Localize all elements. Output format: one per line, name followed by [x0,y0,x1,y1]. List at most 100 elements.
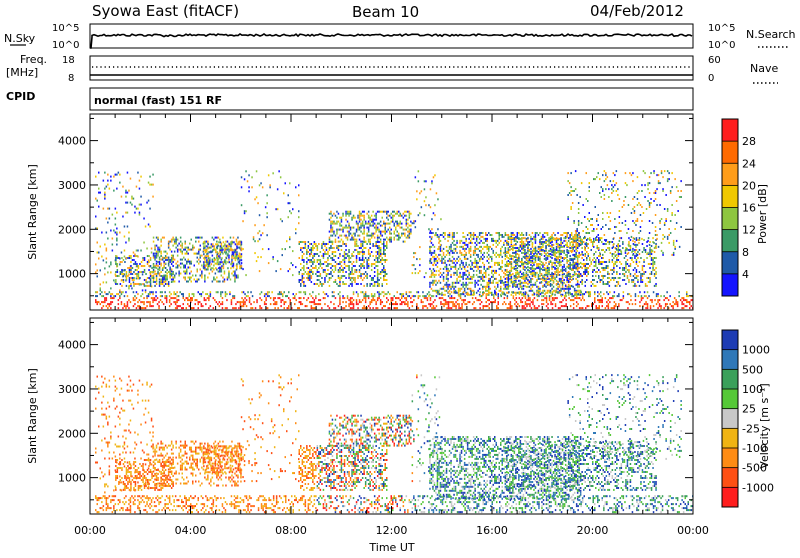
heatmap-cell [190,299,192,301]
heatmap-cell [188,261,190,263]
heatmap-cell [339,261,341,263]
heatmap-cell [151,291,153,293]
heatmap-cell [175,297,177,299]
heatmap-cell [622,241,624,243]
heatmap-cell [615,261,617,263]
heatmap-cell [440,240,442,242]
heatmap-cell [107,222,109,224]
heatmap-cell [222,303,224,305]
heatmap-cell [324,245,326,247]
heatmap-cell [122,216,124,218]
heatmap-cell [443,272,445,274]
heatmap-cell [101,307,103,309]
heatmap-cell [321,245,323,247]
heatmap-cell [515,284,517,286]
heatmap-cell [573,222,575,224]
heatmap-cell [416,198,418,200]
heatmap-cell [377,279,379,281]
heatmap-cell [514,275,516,277]
heatmap-cell [356,223,358,225]
heatmap-cell [317,247,319,249]
heatmap-cell [577,247,579,249]
heatmap-cell [371,237,373,239]
heatmap-cell [651,271,653,273]
heatmap-cell [577,267,579,269]
heatmap-cell [568,278,570,280]
heatmap-cell [532,272,534,274]
heatmap-cell [554,267,556,269]
heatmap-cell [363,277,365,279]
heatmap-cell [624,279,626,281]
freq-right-tick-top: 60 [708,55,721,66]
heatmap-cell [238,301,240,303]
heatmap-cell [455,248,457,250]
heatmap-cell [578,254,580,256]
heatmap-cell [609,243,611,245]
heatmap-cell [330,271,332,273]
heatmap-cell [375,265,377,267]
heatmap-cell [533,262,535,264]
heatmap-cell [538,274,540,276]
heatmap-cell [226,299,228,301]
heatmap-cell [154,245,156,247]
heatmap-cell [624,257,626,259]
heatmap-cell [377,223,379,225]
heatmap-cell [128,299,130,301]
heatmap-cell [238,241,240,243]
heatmap-cell [106,305,108,307]
heatmap-cell [619,230,621,232]
heatmap-cell [377,261,379,263]
heatmap-cell [338,269,340,271]
heatmap-cell [572,242,574,244]
heatmap-cell [572,261,574,263]
heatmap-cell [496,270,498,272]
heatmap-cell [550,242,552,244]
heatmap-cell [452,238,454,240]
heatmap-cell [541,241,543,243]
heatmap-cell [333,233,335,235]
heatmap-cell [542,246,544,248]
heatmap-cell [459,266,461,268]
heatmap-cell [547,281,549,283]
heatmap-cell [533,272,535,274]
heatmap-cell [515,238,517,240]
heatmap-cell [378,229,380,231]
heatmap-cell [596,176,598,178]
heatmap-cell [612,241,614,243]
heatmap-cell [642,265,644,267]
heatmap-cell [482,248,484,250]
heatmap-cell [149,291,151,293]
heatmap-cell [198,251,200,253]
heatmap-cell [206,259,208,261]
heatmap-cell [186,281,188,283]
heatmap-cell [455,260,457,262]
heatmap-cell [166,283,168,285]
heatmap-cell [505,255,507,257]
heatmap-cell [476,254,478,256]
heatmap-cell [585,255,587,257]
heatmap-cell [632,250,634,252]
heatmap-cell [118,307,120,309]
heatmap-cell [474,246,476,248]
heatmap-cell [209,257,211,259]
heatmap-cell [341,249,343,251]
heatmap-cell [226,257,228,259]
heatmap-cell [308,275,310,277]
heatmap-cell [212,259,214,261]
heatmap-cell [241,247,243,249]
heatmap-cell [338,285,340,287]
heatmap-cell [342,271,344,273]
heatmap-cell [140,204,142,206]
heatmap-cell [223,241,225,243]
heatmap-cell [591,241,593,243]
heatmap-cell [356,243,358,245]
heatmap-cell [368,265,370,267]
heatmap-cell [312,273,314,275]
heatmap-cell [485,234,487,236]
heatmap-cell [129,271,131,273]
heatmap-cell [341,265,343,267]
heatmap-cell [372,279,374,281]
heatmap-cell [474,282,476,284]
heatmap-cell [196,299,198,301]
heatmap-cell [121,252,123,254]
